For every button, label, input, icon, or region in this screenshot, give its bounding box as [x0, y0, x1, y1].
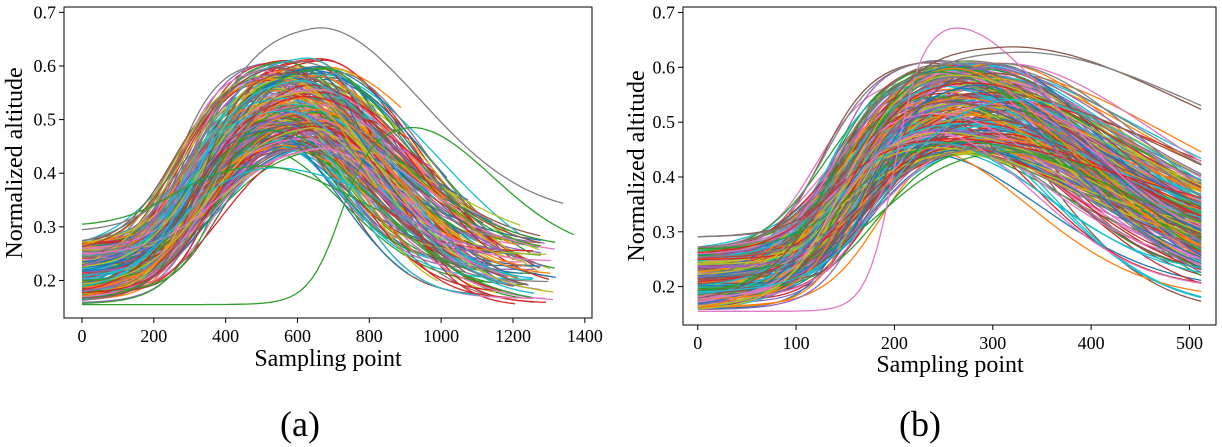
panel-b-trajectory [697, 91, 1202, 292]
panel-a-ytick-label: 0.4 [34, 163, 57, 183]
panel-b-ytick-label: 0.4 [653, 167, 676, 187]
panel-a-trajectory [81, 129, 432, 259]
panel-b-trajectory [697, 134, 1202, 260]
panel-a-trajectory [81, 127, 379, 285]
panel-b-xtick-label: 500 [1176, 333, 1203, 353]
panel-a-trajectory [81, 88, 440, 249]
panel-a-trajectory [81, 81, 372, 253]
panel-b-trajectory [697, 98, 1202, 293]
panel-b-ytick-label: 0.3 [653, 222, 676, 242]
panel-b-trajectory [697, 146, 1202, 292]
panel-b-trajectory [697, 114, 1202, 253]
panel-a-ytick-label: 0.5 [34, 110, 57, 130]
panel-b-trajectory [697, 97, 1202, 300]
panel-a-trajectory [81, 125, 361, 294]
panel-b-trajectory [697, 98, 1202, 306]
panel-b-trajectory [697, 131, 1202, 265]
panel-b-curves [697, 27, 1202, 312]
panel-b-highlighted-trajectory [697, 27, 1202, 312]
panel-a-curves [81, 27, 575, 306]
panel-b-trajectory [697, 87, 1202, 305]
panel-a-xtick-label: 1000 [423, 326, 459, 346]
panel-b-ytick-label: 0.5 [653, 112, 676, 132]
panel-b-trajectory [697, 101, 1202, 299]
panel-b-xtick-label: 400 [1078, 333, 1105, 353]
panel-b-xtick-label: 0 [693, 333, 702, 353]
panel-a-chart: 0 200 400 600 800 1000 1200 1400 0.2 0.3 0.4 0.5 0.6… [2, 2, 603, 444]
panel-a-xtick-label: 200 [140, 326, 167, 346]
panel-b-highlighted-trajectory [697, 51, 1202, 238]
panel-a-trajectory [81, 80, 367, 280]
panel-b-ytick-label: 0.6 [653, 57, 676, 77]
panel-a-trajectory [81, 121, 503, 267]
panel-b-trajectory [697, 80, 1202, 266]
panel-b-trajectory [697, 123, 1202, 287]
panel-a-axes-frame [63, 6, 593, 319]
panel-b-trajectory [697, 133, 1202, 283]
panel-b-trajectory [697, 117, 1202, 276]
panel-b-ticks: 0 100 200 300 400 500 0.2 0.3 0.4 0.5 0.6 0.7 [653, 2, 1203, 353]
panel-b-trajectory [697, 141, 1202, 250]
panel-a-ticks: 0 200 400 600 800 1000 1200 1400 0.2 0.3 0.4 0.5 0.6… [34, 2, 603, 346]
panel-a-trajectory [81, 71, 427, 299]
panel-b-trajectory [697, 131, 1202, 300]
panel-a-xtick-label: 1200 [495, 326, 531, 346]
panel-b-trajectory [697, 142, 1202, 248]
panel-a-highlighted-trajectory [82, 126, 575, 306]
panel-a-trajectory [81, 67, 496, 278]
panel-a-trajectory [81, 147, 552, 262]
panel-b-label: (b) [899, 404, 941, 444]
panel-b-trajectory [697, 138, 1202, 254]
panel-b-ytick-label: 0.2 [653, 277, 676, 297]
panel-b-trajectory [697, 59, 1202, 254]
panel-a-highlighted-trajectory [81, 27, 564, 231]
panel-b-xlabel: Sampling point [876, 352, 1024, 378]
panel-a-xtick-label: 400 [212, 326, 239, 346]
panel-a-highlighted-trajectory [81, 167, 356, 287]
panel-b-xtick-label: 100 [783, 333, 810, 353]
panel-b-trajectory [697, 112, 1202, 298]
panel-b-trajectory [697, 147, 1202, 276]
panel-a-trajectory [81, 129, 409, 274]
panel-b-ytick-label: 0.7 [653, 2, 676, 22]
panel-b-trajectory [697, 114, 1202, 284]
panel-a-ytick-label: 0.2 [34, 270, 57, 290]
panel-b-axes-frame [682, 6, 1217, 326]
panel-a-xtick-label: 600 [284, 326, 311, 346]
panel-b-xtick-label: 200 [881, 333, 908, 353]
panel-b-ylabel: Normalized altitude [624, 70, 650, 261]
panel-a-trajectory [81, 72, 466, 258]
panel-a-trajectory [81, 117, 450, 259]
panel-b-xtick-label: 300 [979, 333, 1006, 353]
panel-a-label: (a) [280, 404, 320, 444]
panel-a-trajectory [81, 67, 356, 248]
panel-a-trajectory [81, 97, 377, 288]
panel-a-ytick-label: 0.6 [34, 56, 57, 76]
panel-a-ylabel: Normalized altitude [2, 67, 28, 258]
panel-a-xlabel: Sampling point [254, 346, 402, 372]
panel-a-ytick-label: 0.3 [34, 217, 57, 237]
panel-a-ytick-label: 0.7 [34, 2, 57, 22]
panel-a-xtick-label: 800 [356, 326, 383, 346]
panel-a-xtick-label: 1400 [567, 326, 603, 346]
panel-a-xtick-label: 0 [77, 326, 86, 346]
panel-b-trajectory [697, 102, 1202, 274]
panel-a-trajectory [81, 110, 507, 285]
panel-b-chart: 0 100 200 300 400 500 0.2 0.3 0.4 0.5 0.6 0.7 Sampl… [624, 2, 1217, 444]
panel-a-highlighted-trajectory [81, 165, 381, 225]
panel-b-trajectory [697, 104, 1202, 291]
